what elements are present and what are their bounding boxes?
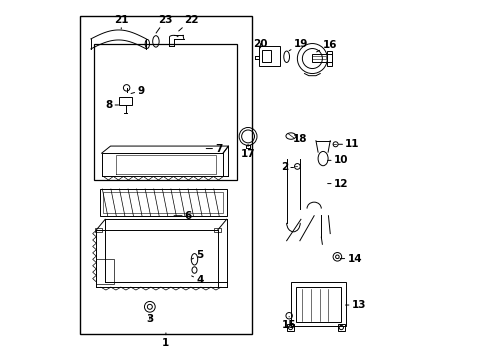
Bar [290,282,346,327]
Bar [312,56,325,59]
Text: 22: 22 [178,15,198,31]
Bar [312,54,331,62]
Text: 16: 16 [316,40,336,52]
Text: 21: 21 [114,15,128,29]
Text: 20: 20 [253,39,267,49]
Text: 10: 10 [327,156,347,165]
Text: 15: 15 [281,316,296,330]
Bar [100,189,226,216]
Text: 12: 12 [327,179,347,189]
Text: 3: 3 [146,314,153,324]
Bar [214,228,220,232]
Text: 13: 13 [345,300,366,310]
Bar [80,16,251,334]
Bar [96,258,114,284]
Bar [103,192,223,213]
Text: 14: 14 [340,253,361,264]
Text: 19: 19 [288,39,307,51]
Text: 6: 6 [174,211,192,221]
Text: 9: 9 [131,86,144,96]
Text: 18: 18 [292,134,306,144]
Bar [337,324,344,331]
Text: 2: 2 [280,162,293,172]
Text: 8: 8 [105,100,118,110]
Text: 11: 11 [338,139,359,149]
Text: 5: 5 [191,250,203,260]
Bar [94,44,237,180]
Bar [261,50,270,62]
Text: 17: 17 [240,144,255,159]
Bar [296,287,340,322]
Text: 23: 23 [156,15,172,33]
Text: 4: 4 [191,275,203,285]
Text: 7: 7 [206,144,222,154]
Bar [119,97,132,105]
Text: 1: 1 [162,333,169,347]
Bar [287,324,293,331]
Bar [258,46,279,66]
Bar [95,228,102,232]
Bar [326,51,331,66]
